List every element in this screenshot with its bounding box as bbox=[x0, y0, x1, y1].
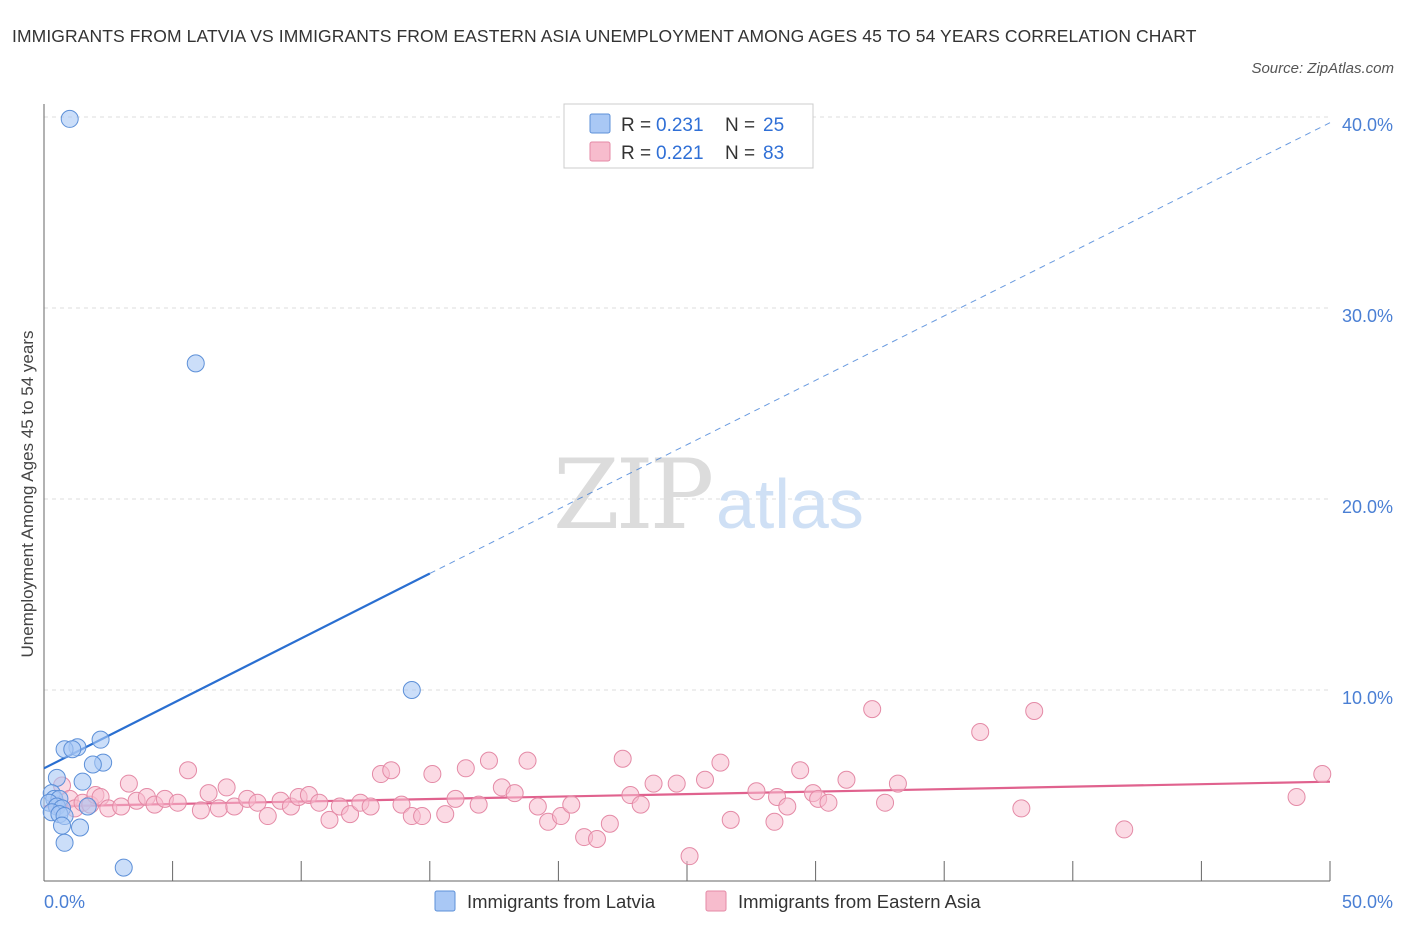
series-latvia-points bbox=[40, 109, 421, 877]
point-eastern-asia bbox=[1115, 820, 1134, 839]
y-tick-label-10: 10.0% bbox=[1342, 688, 1393, 708]
point-latvia bbox=[114, 858, 133, 877]
legend-bottom-label-asia: Immigrants from Eastern Asia bbox=[738, 891, 981, 912]
legend-swatch-asia bbox=[589, 141, 611, 162]
point-eastern-asia bbox=[613, 749, 632, 768]
trend-line-latvia-extension bbox=[429, 122, 1331, 574]
point-eastern-asia bbox=[392, 795, 411, 814]
legend-bottom-swatch-latvia bbox=[434, 890, 456, 912]
point-eastern-asia bbox=[341, 805, 360, 824]
legend-bottom-label-latvia: Immigrants from Latvia bbox=[467, 891, 656, 912]
chart-title: IMMIGRANTS FROM LATVIA VS IMMIGRANTS FRO… bbox=[12, 26, 1197, 46]
point-eastern-asia bbox=[248, 793, 267, 812]
point-eastern-asia bbox=[1287, 787, 1306, 806]
legend-bottom: Immigrants from Latvia Immigrants from E… bbox=[434, 890, 981, 912]
point-eastern-asia bbox=[551, 807, 570, 826]
point-eastern-asia bbox=[469, 795, 488, 814]
point-eastern-asia bbox=[587, 829, 606, 848]
point-eastern-asia bbox=[711, 753, 730, 772]
legend-r-label-latvia: R = bbox=[621, 115, 656, 136]
legend-n-label-latvia: N = bbox=[725, 115, 760, 136]
point-eastern-asia bbox=[1313, 765, 1332, 784]
legend-n-value-latvia: 25 bbox=[763, 115, 784, 136]
legend-r-value-latvia: 0.231 bbox=[656, 115, 704, 136]
point-eastern-asia bbox=[644, 774, 663, 793]
point-eastern-asia bbox=[258, 807, 277, 826]
y-tick-label-20: 20.0% bbox=[1342, 497, 1393, 517]
point-eastern-asia bbox=[667, 774, 686, 793]
point-eastern-asia bbox=[112, 797, 131, 816]
point-eastern-asia bbox=[456, 759, 475, 778]
point-eastern-asia bbox=[320, 810, 339, 829]
point-eastern-asia bbox=[778, 797, 797, 816]
point-eastern-asia bbox=[721, 810, 740, 829]
y-tick-label-30: 30.0% bbox=[1342, 306, 1393, 326]
point-latvia bbox=[402, 681, 421, 699]
point-eastern-asia bbox=[888, 774, 907, 793]
legend-top: R = 0.231 N = 25 R = 0.221 N = 83 bbox=[563, 103, 814, 169]
legend-r-label-asia: R = bbox=[621, 143, 656, 164]
point-eastern-asia bbox=[837, 770, 856, 789]
point-eastern-asia bbox=[310, 793, 329, 812]
point-eastern-asia bbox=[791, 761, 810, 780]
y-tick-label-40: 40.0% bbox=[1342, 115, 1393, 135]
legend-n-value-asia: 83 bbox=[763, 143, 784, 164]
point-eastern-asia bbox=[413, 807, 432, 826]
legend-swatch-latvia bbox=[589, 113, 611, 134]
point-eastern-asia bbox=[168, 793, 187, 812]
source-credit: Source: ZipAtlas.com bbox=[1251, 60, 1394, 77]
x-tick-label-max: 50.0% bbox=[1342, 892, 1393, 912]
point-eastern-asia bbox=[562, 795, 581, 814]
point-latvia bbox=[63, 740, 82, 759]
legend-r-value-asia: 0.221 bbox=[656, 143, 704, 164]
y-tick-labels: 10.0% 20.0% 30.0% 40.0% bbox=[1342, 115, 1393, 708]
point-eastern-asia bbox=[876, 793, 895, 812]
x-tick-label-min: 0.0% bbox=[44, 892, 85, 912]
legend-bottom-swatch-asia bbox=[705, 890, 727, 912]
point-eastern-asia bbox=[863, 700, 882, 719]
gridlines bbox=[44, 116, 1330, 691]
point-latvia bbox=[55, 833, 74, 852]
watermark-atlas: atlas bbox=[716, 465, 864, 543]
point-eastern-asia bbox=[631, 795, 650, 814]
point-eastern-asia bbox=[179, 761, 198, 780]
point-latvia bbox=[83, 755, 102, 774]
point-eastern-asia bbox=[217, 778, 236, 797]
point-eastern-asia bbox=[747, 782, 766, 801]
point-latvia bbox=[53, 816, 72, 835]
point-latvia bbox=[91, 730, 110, 749]
y-axis-label: Unemployment Among Ages 45 to 54 years bbox=[18, 331, 37, 658]
point-latvia bbox=[71, 818, 90, 837]
point-eastern-asia bbox=[209, 799, 228, 818]
point-eastern-asia bbox=[446, 789, 465, 808]
series-eastern-asia-points bbox=[47, 700, 1332, 866]
point-eastern-asia bbox=[528, 797, 547, 816]
point-eastern-asia bbox=[382, 761, 401, 780]
point-eastern-asia bbox=[680, 847, 699, 866]
point-eastern-asia bbox=[119, 774, 138, 793]
point-latvia bbox=[78, 797, 97, 816]
point-latvia bbox=[47, 768, 66, 787]
point-eastern-asia bbox=[765, 812, 784, 831]
point-eastern-asia bbox=[423, 765, 442, 784]
point-latvia bbox=[60, 109, 79, 128]
point-eastern-asia bbox=[971, 723, 990, 742]
point-eastern-asia bbox=[479, 751, 498, 770]
point-eastern-asia bbox=[696, 770, 715, 789]
point-eastern-asia bbox=[819, 793, 838, 812]
point-eastern-asia bbox=[518, 751, 537, 770]
point-eastern-asia bbox=[191, 801, 210, 820]
point-eastern-asia bbox=[361, 797, 380, 816]
point-eastern-asia bbox=[1025, 702, 1044, 721]
point-eastern-asia bbox=[505, 784, 524, 803]
watermark-zip: ZIP bbox=[553, 439, 712, 551]
point-eastern-asia bbox=[600, 814, 619, 833]
legend-n-label-asia: N = bbox=[725, 143, 760, 164]
point-latvia bbox=[73, 772, 92, 791]
point-eastern-asia bbox=[436, 805, 455, 824]
point-latvia bbox=[186, 354, 205, 373]
point-eastern-asia bbox=[1012, 799, 1031, 818]
point-eastern-asia bbox=[199, 784, 218, 803]
